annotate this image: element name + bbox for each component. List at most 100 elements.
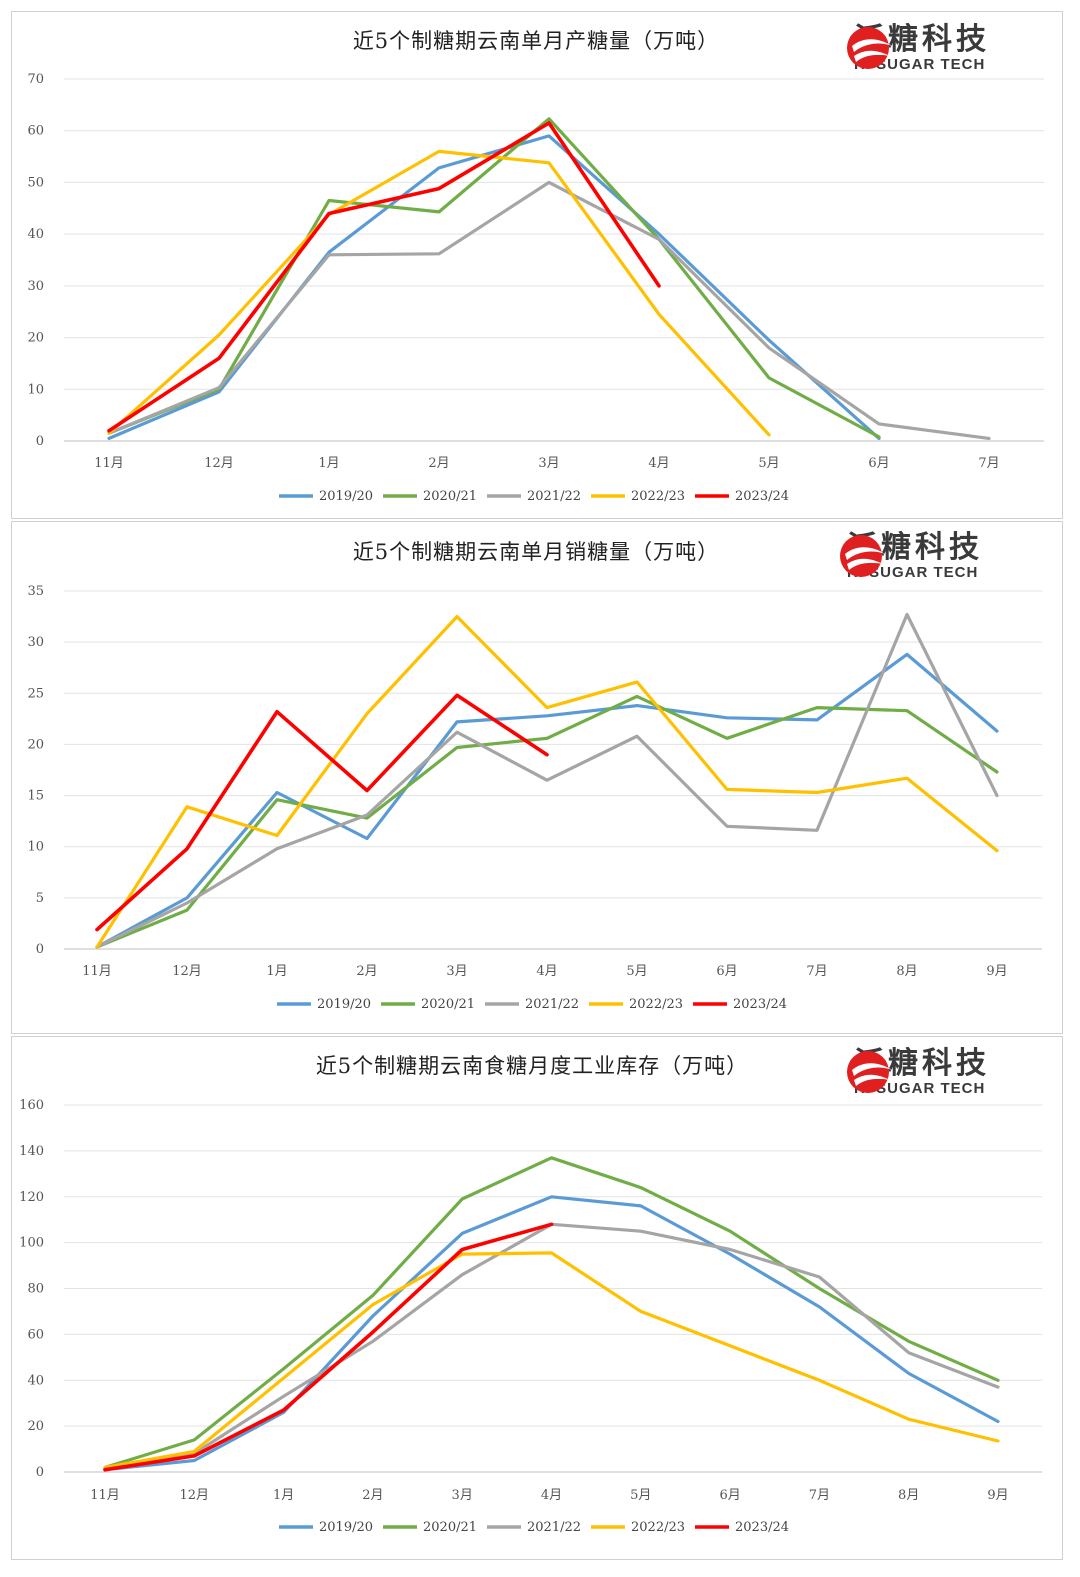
x-tick-label: 1月 bbox=[266, 964, 287, 979]
legend-label: 2023/24 bbox=[735, 1520, 789, 1535]
sugar-logo-icon bbox=[847, 27, 892, 69]
x-tick-label: 6月 bbox=[716, 964, 737, 979]
x-tick-label: 7月 bbox=[978, 456, 999, 471]
y-tick-label: 15 bbox=[27, 789, 44, 804]
series-line-2022-23 bbox=[103, 1251, 1000, 1469]
x-tick-label: 12月 bbox=[204, 456, 234, 471]
legend-label: 2022/23 bbox=[631, 1520, 685, 1535]
legend-label: 2021/22 bbox=[527, 489, 581, 504]
x-tick-label: 3月 bbox=[452, 1488, 473, 1503]
x-tick-label: 11月 bbox=[90, 1488, 120, 1503]
x-tick-label: 7月 bbox=[809, 1488, 830, 1503]
inventory-chart-panel: 近5个制糖期云南食糖月度工业库存（万吨） 0 20 40 60 80 100 120 140 16… bbox=[11, 1036, 1063, 1560]
inventory-chart: 近5个制糖期云南食糖月度工业库存（万吨） 0 20 40 60 80 100 120 140 16… bbox=[19, 1054, 1042, 1535]
production-chart: 近5个制糖期云南单月产糖量（万吨） 0 10 20 30 40 50 60 70 11月 12月 1月… bbox=[27, 29, 1044, 504]
legend-label: 2019/20 bbox=[319, 489, 373, 504]
series-line-2023-24 bbox=[95, 693, 549, 932]
series-line-2021-22 bbox=[95, 612, 999, 949]
y-tick-label: 60 bbox=[27, 124, 44, 139]
legend-label: 2019/20 bbox=[317, 997, 371, 1012]
logo-english-name: HI SUGAR TECH bbox=[847, 564, 979, 581]
x-tick-label: 3月 bbox=[446, 964, 467, 979]
series-line-2020-21 bbox=[95, 694, 999, 949]
x-tick-label: 5月 bbox=[626, 964, 647, 979]
legend-label: 2019/20 bbox=[319, 1520, 373, 1535]
x-tick-label: 2月 bbox=[428, 456, 449, 471]
y-tick-label: 160 bbox=[19, 1098, 44, 1113]
legend-label: 2020/21 bbox=[423, 489, 477, 504]
chart-title: 近5个制糖期云南单月产糖量（万吨） bbox=[353, 29, 719, 53]
y-tick-label: 10 bbox=[27, 382, 44, 397]
y-tick-label: 40 bbox=[27, 1373, 44, 1388]
y-tick-label: 100 bbox=[19, 1236, 44, 1251]
x-tick-label: 1月 bbox=[273, 1488, 294, 1503]
production-chart-panel: 近5个制糖期云南单月产糖量（万吨） 0 10 20 30 40 50 60 70 11月 12月 1月… bbox=[11, 11, 1063, 519]
x-tick-label: 11月 bbox=[94, 456, 124, 471]
x-tick-label: 1月 bbox=[318, 456, 339, 471]
y-tick-label: 80 bbox=[27, 1282, 44, 1297]
sales-chart-panel: 近5个制糖期云南单月销糖量（万吨） 0 5 10 15 20 25 30 35 11月 12月 1月 2… bbox=[11, 521, 1063, 1034]
y-tick-label: 5 bbox=[36, 891, 44, 906]
series-line-2022-23 bbox=[107, 149, 771, 437]
y-tick-label: 140 bbox=[19, 1144, 44, 1159]
x-tick-label: 4月 bbox=[541, 1488, 562, 1503]
y-tick-label: 25 bbox=[27, 686, 44, 701]
legend-label: 2020/21 bbox=[423, 1520, 477, 1535]
y-tick-label: 10 bbox=[27, 840, 44, 855]
series-line-2019-20 bbox=[95, 652, 999, 949]
sugar-logo-icon bbox=[847, 1051, 892, 1093]
x-tick-label: 6月 bbox=[719, 1488, 740, 1503]
legend-label: 2023/24 bbox=[733, 997, 787, 1012]
y-tick-label: 20 bbox=[27, 737, 44, 752]
legend-label: 2023/24 bbox=[735, 489, 789, 504]
company-logo: 泛糖科技 HI SUGAR TECH bbox=[846, 24, 990, 74]
x-tick-label: 2月 bbox=[356, 964, 377, 979]
logo-english-name: HI SUGAR TECH bbox=[854, 1080, 986, 1097]
series-line-2019-20 bbox=[103, 1195, 1000, 1472]
y-tick-label: 0 bbox=[36, 942, 44, 957]
x-tick-label: 7月 bbox=[806, 964, 827, 979]
x-tick-label: 11月 bbox=[82, 964, 112, 979]
y-tick-label: 30 bbox=[27, 635, 44, 650]
y-tick-label: 70 bbox=[27, 72, 44, 87]
y-tick-label: 35 bbox=[27, 584, 44, 599]
legend-label: 2021/22 bbox=[525, 997, 579, 1012]
y-tick-label: 30 bbox=[27, 279, 44, 294]
legend-label: 2020/21 bbox=[421, 997, 475, 1012]
y-tick-label: 50 bbox=[27, 175, 44, 190]
y-tick-label: 0 bbox=[36, 1465, 44, 1480]
x-tick-label: 6月 bbox=[868, 456, 889, 471]
x-tick-label: 12月 bbox=[172, 964, 202, 979]
sales-chart: 近5个制糖期云南单月销糖量（万吨） 0 5 10 15 20 25 30 35 11月 12月 1月 2… bbox=[27, 540, 1042, 1012]
x-tick-label: 12月 bbox=[180, 1488, 210, 1503]
series-line-2020-21 bbox=[107, 117, 881, 439]
x-tick-label: 8月 bbox=[898, 1488, 919, 1503]
series-line-2023-24 bbox=[107, 121, 661, 433]
x-tick-label: 5月 bbox=[758, 456, 779, 471]
y-tick-label: 60 bbox=[27, 1327, 44, 1342]
legend-label: 2022/23 bbox=[631, 489, 685, 504]
series-line-2023-24 bbox=[103, 1222, 554, 1472]
y-tick-label: 20 bbox=[27, 1419, 44, 1434]
y-tick-label: 0 bbox=[36, 434, 44, 449]
x-tick-label: 9月 bbox=[986, 964, 1007, 979]
logo-english-name: HI SUGAR TECH bbox=[854, 56, 986, 73]
series-line-2020-21 bbox=[103, 1156, 1000, 1469]
x-tick-label: 3月 bbox=[538, 456, 559, 471]
x-tick-label: 9月 bbox=[987, 1488, 1008, 1503]
series-line-2022-23 bbox=[95, 614, 999, 949]
x-tick-label: 5月 bbox=[630, 1488, 651, 1503]
company-logo: 泛糖科技 HI SUGAR TECH bbox=[839, 532, 983, 582]
x-tick-label: 4月 bbox=[648, 456, 669, 471]
y-tick-label: 40 bbox=[27, 227, 44, 242]
y-tick-label: 20 bbox=[27, 331, 44, 346]
y-tick-label: 120 bbox=[19, 1190, 44, 1205]
x-tick-label: 8月 bbox=[896, 964, 917, 979]
legend-label: 2021/22 bbox=[527, 1520, 581, 1535]
company-logo: 泛糖科技 HI SUGAR TECH bbox=[846, 1048, 990, 1098]
series-line-2021-22 bbox=[107, 180, 991, 440]
x-tick-label: 4月 bbox=[536, 964, 557, 979]
sugar-logo-icon bbox=[840, 535, 885, 577]
series-line-2019-20 bbox=[107, 134, 881, 440]
chart-title: 近5个制糖期云南单月销糖量（万吨） bbox=[353, 540, 719, 564]
